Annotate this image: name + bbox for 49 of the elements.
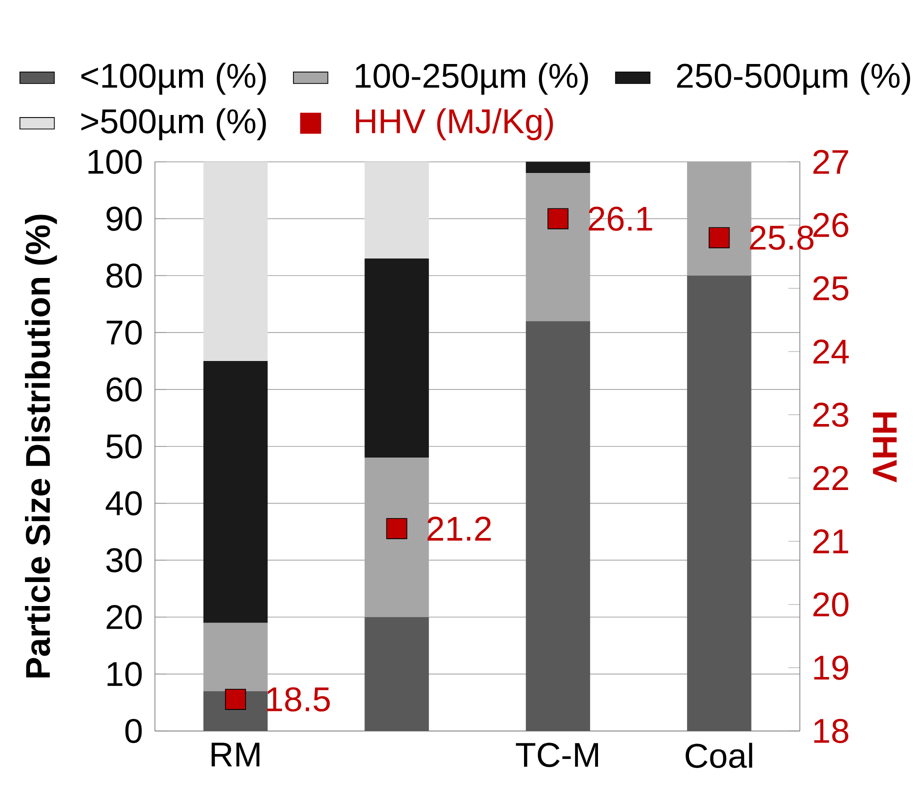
- bar: [364, 617, 429, 732]
- y-tick-label: 0: [125, 718, 142, 744]
- y-tick-label: 90: [106, 206, 142, 231]
- bar: [203, 162, 268, 362]
- y2-axis-title: HHV: [873, 412, 897, 482]
- y2-tick-label: 26: [813, 213, 848, 238]
- y2-tick-label: 23: [813, 402, 848, 428]
- y-tick-label: 50: [106, 434, 142, 459]
- x-tick-label: RM: [212, 742, 260, 766]
- y2-tick-label: 24: [813, 340, 849, 364]
- y2-tick-label: 25: [813, 276, 848, 301]
- y-tick-label: 80: [106, 264, 142, 288]
- bar: [364, 258, 429, 458]
- bar: [526, 162, 590, 174]
- x-tick-label: Coal: [686, 742, 752, 768]
- bar: [526, 173, 590, 322]
- y2-tick-label: 18: [814, 718, 848, 744]
- bar: [687, 276, 752, 732]
- bar: [203, 622, 268, 692]
- bar: [203, 361, 268, 623]
- point: [708, 227, 730, 248]
- y-tick-label: 40: [106, 491, 142, 516]
- legend-label: >500µm (%): [81, 108, 266, 140]
- y-axis-title: Particle Size Distribution (%): [24, 214, 57, 678]
- y-tick-label: 60: [106, 377, 142, 402]
- y2-tick-label: 27: [813, 150, 848, 174]
- point: [386, 518, 408, 540]
- y2-tick-label: 19: [814, 656, 848, 680]
- bar: [364, 162, 429, 259]
- legend-label: 250-500µm (%): [677, 62, 910, 95]
- legend-label: HHV (MJ/Kg): [356, 108, 553, 140]
- y-tick-label: 10: [108, 662, 142, 686]
- y2-tick-label: 22: [813, 466, 848, 490]
- data-label: 25.8: [750, 226, 814, 250]
- data-label: 21.2: [428, 516, 491, 541]
- y-tick-label: 100: [88, 150, 142, 174]
- x-tick-label: TC-M: [516, 742, 598, 768]
- legend-label: <100µm (%): [81, 62, 266, 95]
- point: [225, 688, 246, 710]
- y-tick-label: 20: [106, 605, 142, 630]
- y-tick-label: 70: [106, 320, 142, 345]
- y2-tick-label: 20: [813, 592, 848, 617]
- point: [547, 208, 568, 230]
- data-label: 26.1: [588, 206, 652, 231]
- legend-label: 100-250µm (%): [356, 62, 588, 95]
- bar: [364, 458, 429, 618]
- bar: [526, 321, 590, 732]
- y-tick-label: 30: [106, 548, 142, 572]
- y2-tick-label: 21: [813, 529, 848, 554]
